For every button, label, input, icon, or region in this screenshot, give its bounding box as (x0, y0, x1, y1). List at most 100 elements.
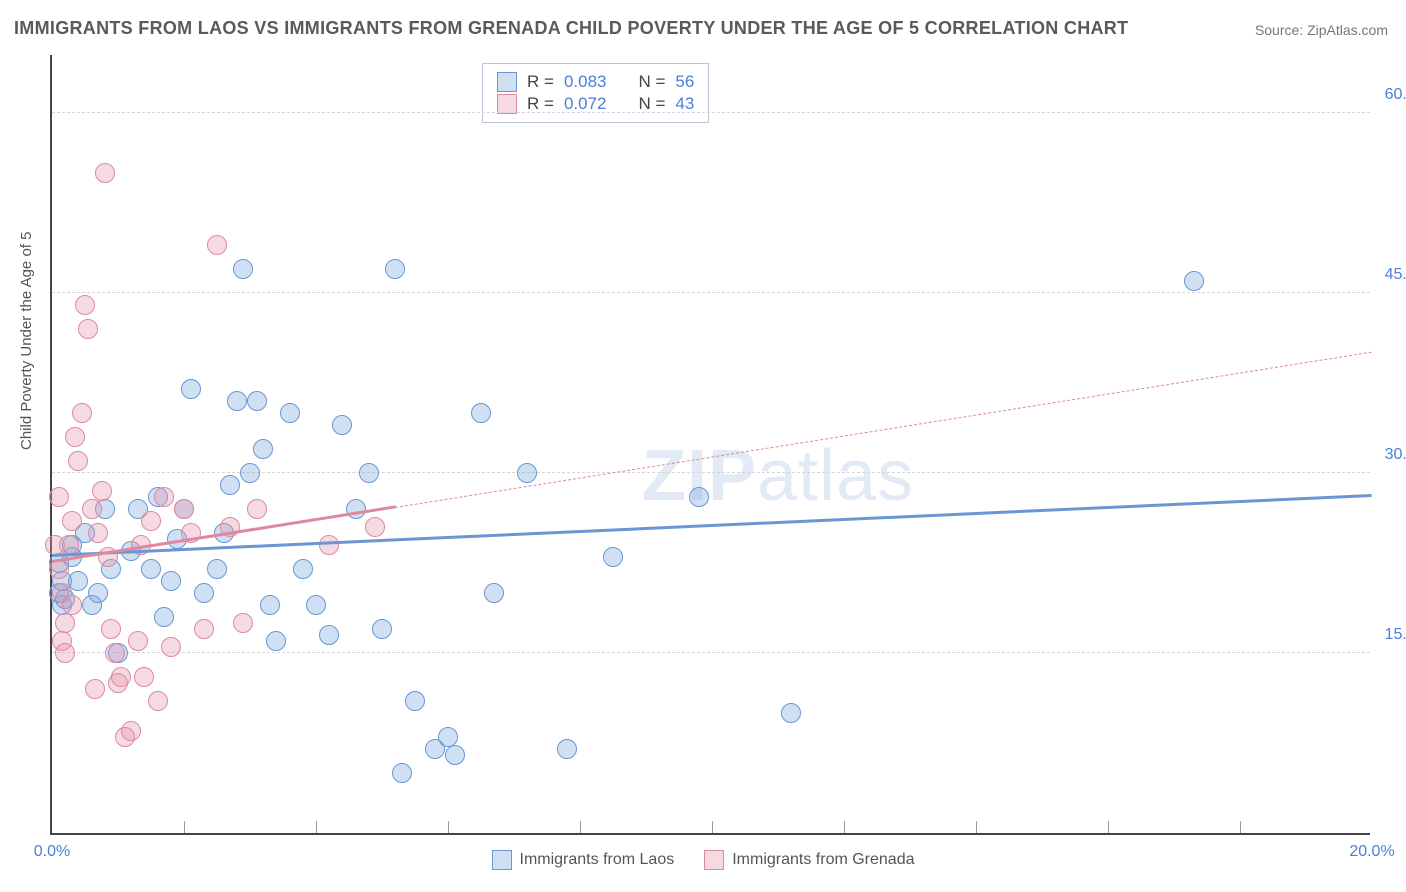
data-point-b (141, 511, 161, 531)
data-point-a (445, 745, 465, 765)
data-point-a (405, 691, 425, 711)
data-point-a (194, 583, 214, 603)
data-point-a (319, 625, 339, 645)
data-point-b (111, 667, 131, 687)
data-point-a (181, 379, 201, 399)
stats-n-label: N = (638, 72, 665, 92)
data-point-b (65, 427, 85, 447)
data-point-b (101, 619, 121, 639)
data-point-a (161, 571, 181, 591)
data-point-b (319, 535, 339, 555)
y-axis-label: Child Poverty Under the Age of 5 (18, 232, 35, 450)
stats-row-a: R = 0.083 N = 56 (497, 72, 694, 92)
data-point-b (92, 481, 112, 501)
tick-v (448, 821, 449, 833)
data-point-a (372, 619, 392, 639)
data-point-b (62, 511, 82, 531)
swatch-laos (492, 850, 512, 870)
data-point-a (293, 559, 313, 579)
data-point-b (68, 451, 88, 471)
data-point-b (174, 499, 194, 519)
data-point-b (62, 595, 82, 615)
data-point-a (484, 583, 504, 603)
data-point-b (247, 499, 267, 519)
data-point-a (603, 547, 623, 567)
swatch-grenada (497, 94, 517, 114)
watermark: ZIPatlas (642, 435, 914, 517)
tick-v (976, 821, 977, 833)
data-point-a (280, 403, 300, 423)
tick-v (316, 821, 317, 833)
data-point-b (233, 613, 253, 633)
source-label: Source: ZipAtlas.com (1255, 22, 1388, 38)
stats-n-a: 56 (675, 72, 694, 92)
swatch-grenada (704, 850, 724, 870)
y-tick-label: 45.0% (1385, 266, 1406, 284)
data-point-a (385, 259, 405, 279)
data-point-a (266, 631, 286, 651)
data-point-a (227, 391, 247, 411)
data-point-b (55, 613, 75, 633)
data-point-a (154, 607, 174, 627)
stats-r-b: 0.072 (564, 94, 607, 114)
gridline-h (52, 652, 1370, 653)
stats-r-label: R = (527, 94, 554, 114)
stats-legend: R = 0.083 N = 56 R = 0.072 N = 43 (482, 63, 709, 123)
data-point-b (78, 319, 98, 339)
trend-b-extrap (395, 352, 1372, 508)
data-point-b (72, 403, 92, 423)
data-point-b (49, 487, 69, 507)
data-point-b (154, 487, 174, 507)
gridline-h (52, 112, 1370, 113)
scatter-plot: ZIPatlas R = 0.083 N = 56 R = 0.072 N = … (50, 55, 1370, 835)
data-point-a (306, 595, 326, 615)
tick-v (184, 821, 185, 833)
data-point-b (194, 619, 214, 639)
data-point-b (88, 523, 108, 543)
tick-v (1240, 821, 1241, 833)
chart-title: IMMIGRANTS FROM LAOS VS IMMIGRANTS FROM … (14, 18, 1128, 39)
data-point-b (55, 643, 75, 663)
data-point-b (365, 517, 385, 537)
series-legend: Immigrants from Laos Immigrants from Gre… (0, 850, 1406, 870)
data-point-a (88, 583, 108, 603)
data-point-a (253, 439, 273, 459)
stats-n-b: 43 (675, 94, 694, 114)
data-point-b (75, 295, 95, 315)
y-tick-label: 60.0% (1385, 86, 1406, 104)
gridline-h (52, 292, 1370, 293)
stats-r-a: 0.083 (564, 72, 607, 92)
tick-v (844, 821, 845, 833)
data-point-b (85, 679, 105, 699)
data-point-b (148, 691, 168, 711)
data-point-a (260, 595, 280, 615)
y-tick-label: 30.0% (1385, 446, 1406, 464)
data-point-a (557, 739, 577, 759)
data-point-a (247, 391, 267, 411)
y-tick-label: 15.0% (1385, 626, 1406, 644)
data-point-a (438, 727, 458, 747)
data-point-a (240, 463, 260, 483)
stats-r-label: R = (527, 72, 554, 92)
data-point-b (134, 667, 154, 687)
data-point-a (220, 475, 240, 495)
tick-v (580, 821, 581, 833)
data-point-b (121, 721, 141, 741)
data-point-b (82, 499, 102, 519)
legend-item-grenada: Immigrants from Grenada (704, 850, 914, 870)
data-point-a (517, 463, 537, 483)
data-point-a (471, 403, 491, 423)
data-point-b (207, 235, 227, 255)
data-point-b (105, 643, 125, 663)
data-point-a (392, 763, 412, 783)
tick-v (1108, 821, 1109, 833)
data-point-a (207, 559, 227, 579)
stats-row-b: R = 0.072 N = 43 (497, 94, 694, 114)
stats-n-label: N = (638, 94, 665, 114)
legend-label-grenada: Immigrants from Grenada (732, 851, 914, 869)
data-point-b (128, 631, 148, 651)
data-point-a (233, 259, 253, 279)
data-point-a (68, 571, 88, 591)
data-point-a (359, 463, 379, 483)
legend-item-laos: Immigrants from Laos (492, 850, 675, 870)
